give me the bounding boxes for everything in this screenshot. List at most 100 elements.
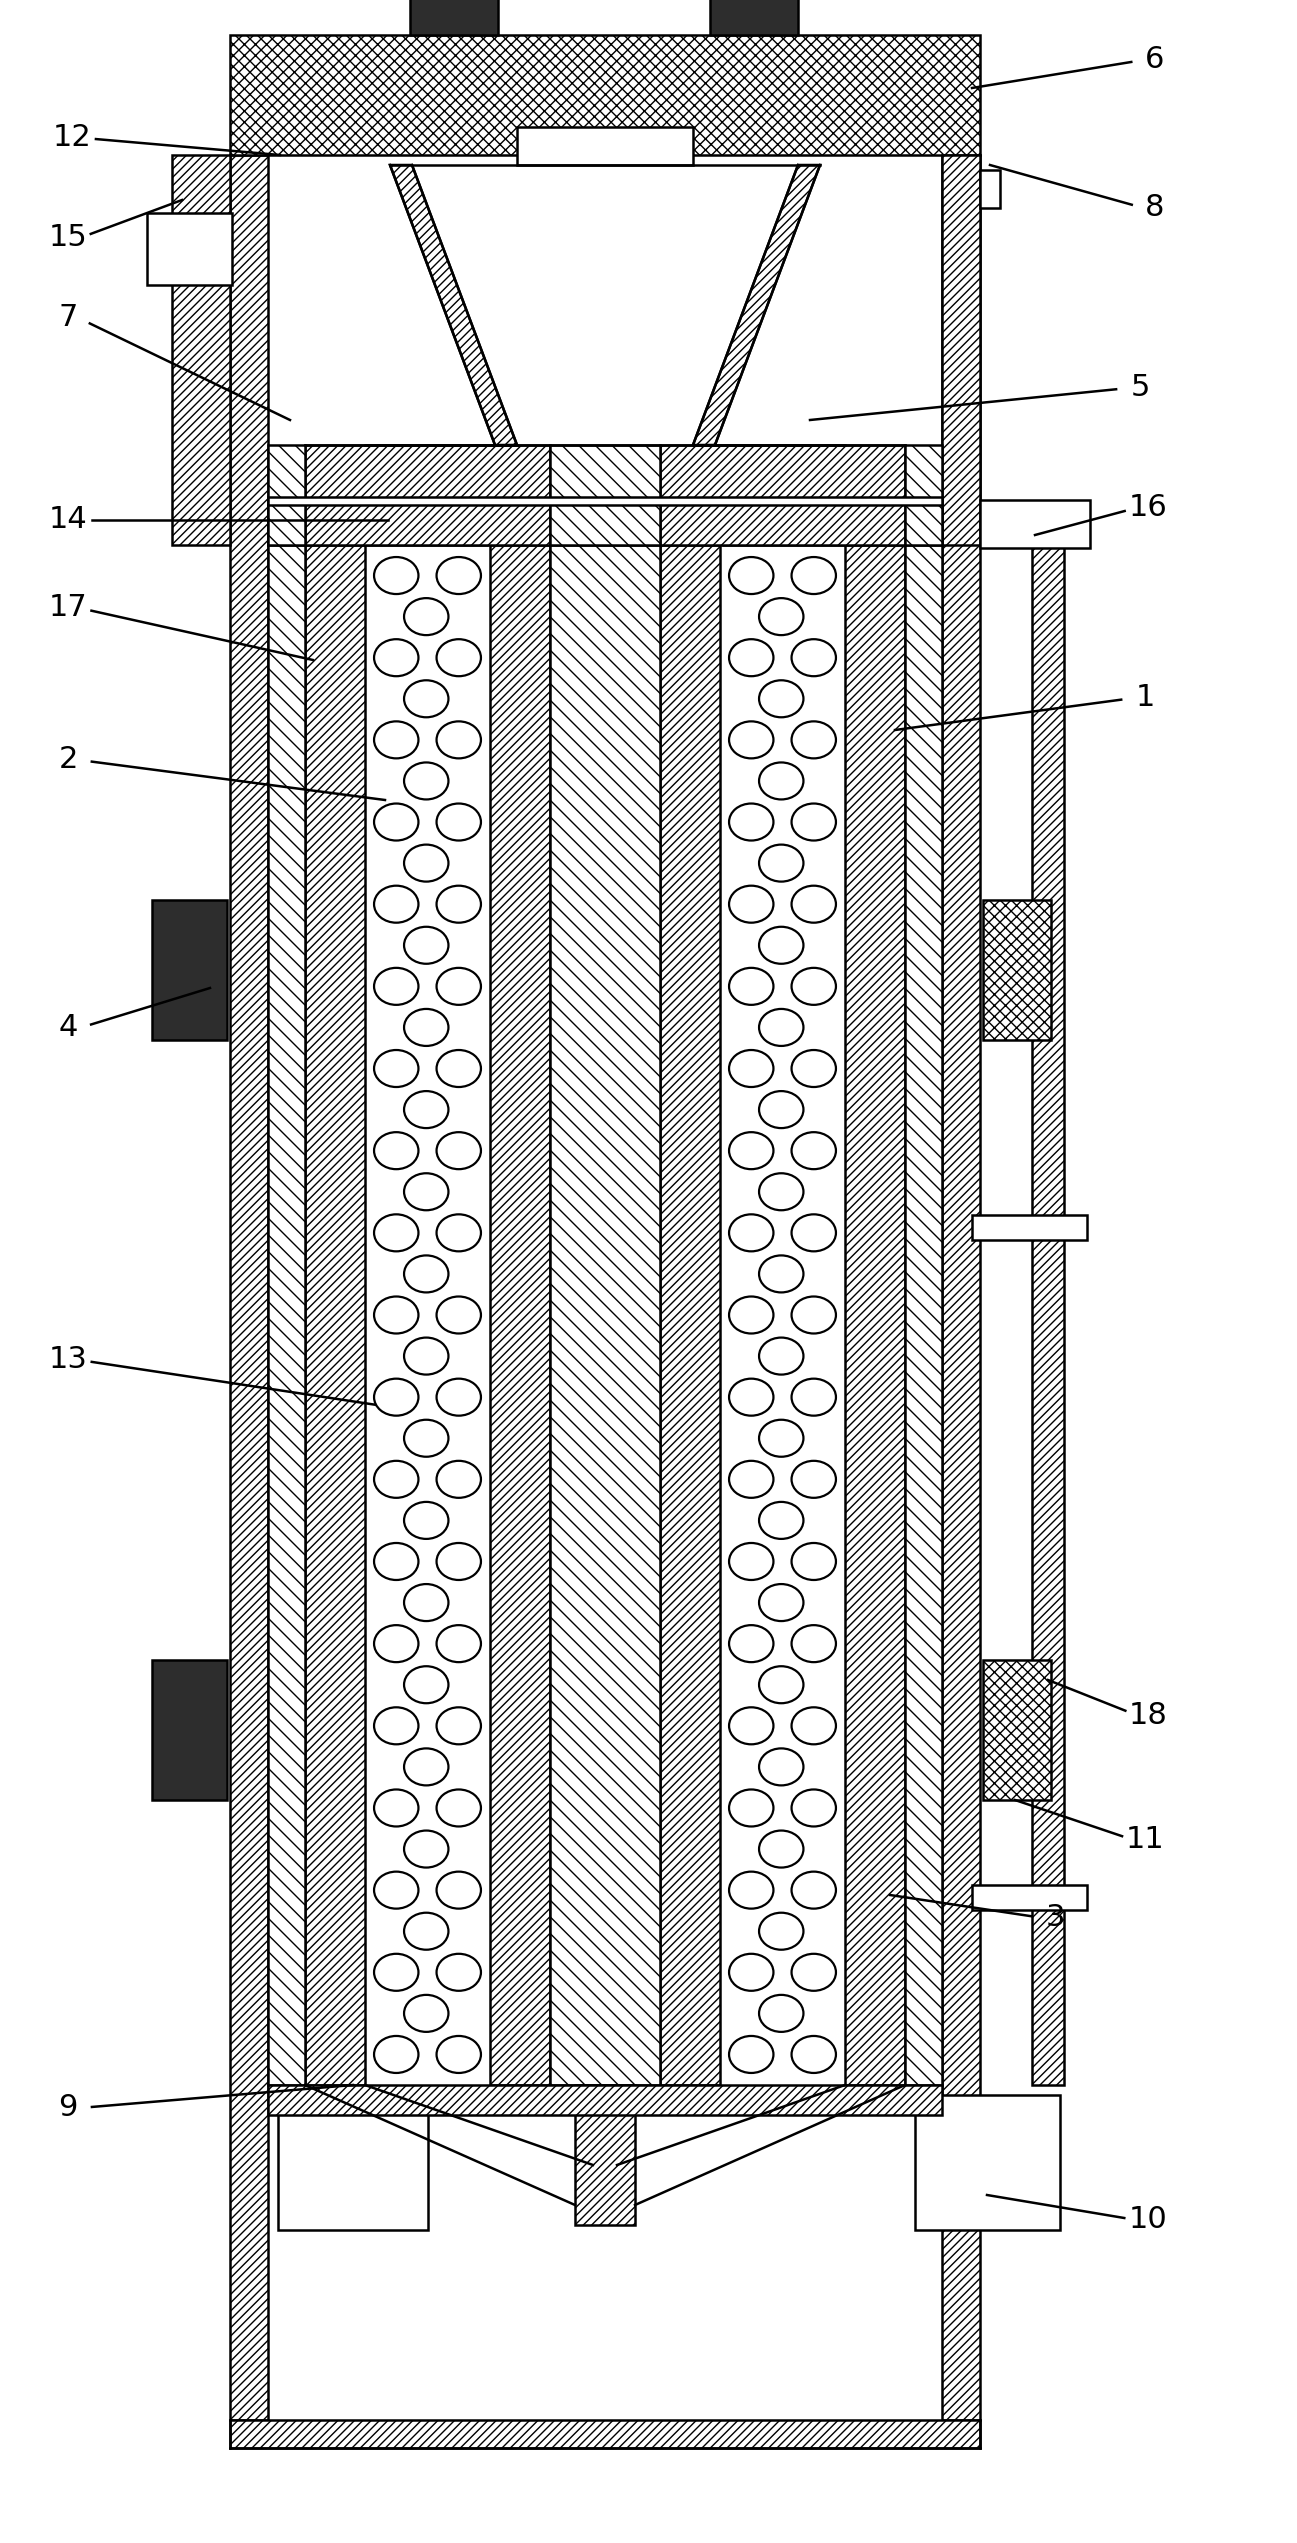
Ellipse shape (759, 1831, 803, 1867)
Ellipse shape (374, 1378, 419, 1416)
Ellipse shape (405, 763, 449, 799)
Ellipse shape (729, 1460, 773, 1498)
Ellipse shape (791, 1378, 837, 1416)
Ellipse shape (729, 1378, 773, 1416)
Ellipse shape (729, 1790, 773, 1826)
Bar (278, 2095, 428, 2230)
Text: 14: 14 (48, 506, 87, 534)
Ellipse shape (791, 1297, 837, 1333)
Text: 15: 15 (48, 224, 87, 252)
Polygon shape (390, 165, 518, 445)
Bar (942, 155, 981, 544)
Bar (268, 496, 942, 506)
Bar (905, 544, 942, 2085)
Ellipse shape (405, 1750, 449, 1785)
Ellipse shape (759, 1503, 803, 1539)
Text: 18: 18 (1128, 1701, 1167, 1729)
Ellipse shape (437, 1544, 481, 1579)
Ellipse shape (791, 1953, 837, 1991)
Ellipse shape (405, 1091, 449, 1129)
Bar (268, 445, 305, 544)
Ellipse shape (374, 804, 419, 842)
Bar (230, 2421, 981, 2449)
Ellipse shape (437, 804, 481, 842)
Bar (152, 1661, 227, 1800)
Ellipse shape (791, 1132, 837, 1170)
Bar (660, 544, 720, 2085)
Ellipse shape (729, 885, 773, 923)
Bar (147, 214, 232, 285)
Text: 1: 1 (1135, 684, 1154, 712)
Ellipse shape (437, 1050, 481, 1086)
Bar (230, 36, 981, 155)
Ellipse shape (405, 1503, 449, 1539)
Ellipse shape (729, 557, 773, 595)
Ellipse shape (759, 1256, 803, 1292)
Ellipse shape (405, 844, 449, 882)
Ellipse shape (759, 1338, 803, 1376)
Bar (550, 445, 660, 544)
Ellipse shape (374, 1953, 419, 1991)
Ellipse shape (405, 1584, 449, 1620)
Bar (173, 155, 230, 544)
Ellipse shape (437, 1706, 481, 1744)
Ellipse shape (374, 1544, 419, 1579)
Bar (152, 900, 227, 1040)
Ellipse shape (791, 1216, 837, 1251)
Ellipse shape (374, 638, 419, 676)
Ellipse shape (374, 1297, 419, 1333)
Bar (518, 127, 693, 165)
Ellipse shape (759, 1666, 803, 1704)
Ellipse shape (791, 1625, 837, 1663)
Ellipse shape (405, 1912, 449, 1950)
Ellipse shape (759, 682, 803, 717)
Ellipse shape (405, 598, 449, 636)
Ellipse shape (374, 969, 419, 1004)
Bar (971, 1884, 1087, 1910)
Ellipse shape (791, 1706, 837, 1744)
Ellipse shape (437, 1297, 481, 1333)
Ellipse shape (759, 763, 803, 799)
Ellipse shape (374, 1216, 419, 1251)
Bar (268, 506, 486, 544)
Ellipse shape (405, 1666, 449, 1704)
Ellipse shape (374, 1132, 419, 1170)
Bar (490, 544, 550, 2085)
Text: 16: 16 (1128, 493, 1167, 521)
Ellipse shape (437, 1460, 481, 1498)
Ellipse shape (405, 1010, 449, 1045)
Bar (1032, 544, 1064, 2085)
Ellipse shape (437, 2037, 481, 2073)
Bar (268, 2085, 942, 2116)
Ellipse shape (791, 2037, 837, 2073)
Ellipse shape (729, 804, 773, 842)
Bar (550, 544, 660, 2085)
Bar (709, 0, 798, 36)
Ellipse shape (405, 1338, 449, 1376)
Ellipse shape (791, 969, 837, 1004)
Ellipse shape (374, 2037, 419, 2073)
Text: 9: 9 (58, 2093, 78, 2123)
Bar (575, 2085, 636, 2225)
Ellipse shape (729, 722, 773, 758)
Ellipse shape (437, 1872, 481, 1910)
Ellipse shape (437, 885, 481, 923)
Ellipse shape (405, 1256, 449, 1292)
Ellipse shape (791, 1544, 837, 1579)
Ellipse shape (791, 722, 837, 758)
Ellipse shape (729, 1706, 773, 1744)
Ellipse shape (729, 1216, 773, 1251)
Ellipse shape (729, 1625, 773, 1663)
Bar (914, 2095, 1060, 2230)
Text: 7: 7 (58, 303, 78, 333)
Ellipse shape (791, 1050, 837, 1086)
Bar (305, 445, 550, 544)
Bar (981, 501, 1089, 547)
Ellipse shape (791, 1872, 837, 1910)
Ellipse shape (437, 1790, 481, 1826)
Text: 17: 17 (48, 593, 87, 623)
Ellipse shape (759, 926, 803, 964)
Ellipse shape (374, 1706, 419, 1744)
Ellipse shape (759, 844, 803, 882)
Ellipse shape (729, 1544, 773, 1579)
